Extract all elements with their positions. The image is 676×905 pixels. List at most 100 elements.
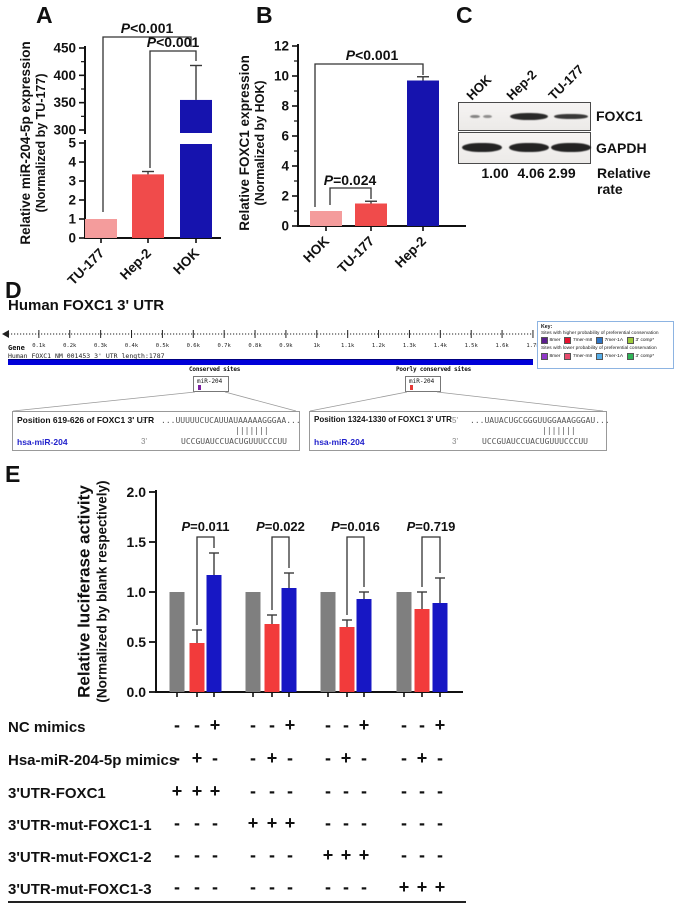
panel-c-letter: C <box>456 2 473 28</box>
key-item-7mer-m8: 7mer-m8 <box>564 353 592 361</box>
matrix-sign: + <box>284 813 296 833</box>
ruler-tick-label: 1.7k <box>526 343 540 349</box>
conserved-site-box: miR-204 <box>193 376 229 392</box>
matrix-sign: + <box>209 715 221 735</box>
matrix-row-label: 3'UTR-mut-FOXC1-1 <box>8 817 152 834</box>
y-tick-label: 2 <box>281 189 289 204</box>
y-tick-label: 2.0 <box>127 484 147 500</box>
bar-group3-gray <box>320 592 336 692</box>
matrix-sign: - <box>361 748 367 768</box>
pvalue-label: P<0.001 <box>346 47 399 63</box>
matrix-sign: - <box>194 813 200 833</box>
matrix-sign: + <box>209 781 221 801</box>
matrix-sign: + <box>284 715 296 735</box>
bar-group2-red <box>264 624 280 692</box>
matrix-sign: + <box>434 715 446 735</box>
panel-a-letter: A <box>36 2 53 28</box>
matrix-sign: - <box>437 845 443 865</box>
bar-Hep-2 <box>132 174 164 238</box>
y-tick-label: 2 <box>68 193 76 208</box>
matrix-sign: + <box>266 813 278 833</box>
bar-group2-blue <box>281 588 297 692</box>
matrix-sign: - <box>212 877 218 897</box>
key-item-label: 7mer-m8 <box>572 337 593 343</box>
bottom-rule <box>8 901 466 903</box>
y-tick-label: 4 <box>68 155 76 170</box>
panel-e-ylabel-line2: (Normalized by blank respectively) <box>94 480 110 703</box>
key-higher-items: 8mer 7mer-m8 7mer-1A 3' comp* <box>541 337 670 345</box>
significance-bracket <box>314 63 424 207</box>
panel-d-title: Human FOXC1 3' UTR <box>8 297 165 314</box>
key-item-7mer-m8: 7mer-m8 <box>564 337 593 345</box>
gene-caption: Gene <box>8 344 25 352</box>
site1-mirna-seq: UCCGUAUCCUACUGUUUCCCUU <box>181 437 287 446</box>
site1-utr-seq: ...UUUUUCUCAUUAUAAAAAGGGAA... <box>161 416 301 425</box>
matrix-sign: - <box>174 748 180 768</box>
key-item-label: 7mer-1A <box>604 337 624 343</box>
key-lower-label: Sites with lower probability of preferen… <box>541 346 657 352</box>
ruler-arrow <box>2 330 9 338</box>
bar-HOK-upper <box>180 99 212 133</box>
utr-ruler: 0.1k 0.2k 0.3k 0.4k 0.5k 0.6k 0.7k 0.8k 0.9k 1k 1.… <box>2 330 540 349</box>
matrix-sign: - <box>250 748 256 768</box>
key-swatch <box>541 337 548 345</box>
pvalue-label: P=0.022 <box>256 519 305 534</box>
panel-d-letter: D <box>5 277 22 303</box>
x-category-label: Hep-2 <box>392 234 429 271</box>
ruler-tick-label: 1k <box>313 343 320 349</box>
rate-caption: Relative rate <box>597 165 651 197</box>
matrix-sign: - <box>343 877 349 897</box>
matrix-sign: - <box>269 877 275 897</box>
site2-position: Position 1324-1330 of FOXC1 3' UTR <box>314 415 452 424</box>
site2-mirna-name: hsa-miR-204 <box>314 437 365 447</box>
pvalue-label: P=0.011 <box>181 519 229 534</box>
matrix-sign: - <box>361 813 367 833</box>
binding-site-box-2: Position 1324-1330 of FOXC1 3' UTR 5' ..… <box>309 411 610 451</box>
bar-group1-gray <box>169 592 185 692</box>
matrix-sign: - <box>325 715 331 735</box>
site2-mirna-seq: UCCGUAUCCUACUGUUUCCCUU <box>482 437 588 446</box>
conserved-sites-label: Conserved sites <box>189 366 241 373</box>
matrix-sign: + <box>171 781 183 801</box>
matrix-sign: - <box>361 781 367 801</box>
key-item-3' comp*: 3' comp* <box>627 353 654 361</box>
ruler-tick-label: 0.2k <box>63 343 77 349</box>
panel-b-chart: 0 2 4 6 8 10 12 HOK TU-177 Hep-2 P=0.024 P<0.001 <box>274 39 466 276</box>
matrix-sign: - <box>287 845 293 865</box>
ruler-tick-label: 0.3k <box>94 343 108 349</box>
matrix-sign: + <box>358 845 370 865</box>
lane-label-Hep-2: Hep-2 <box>503 66 540 103</box>
y-tick-label: 10 <box>274 69 289 84</box>
matrix-row-label: 3'UTR-mut-FOXC1-3 <box>8 881 152 898</box>
matrix-sign: - <box>269 845 275 865</box>
matrix-sign: - <box>212 845 218 865</box>
x-category-label: HOK <box>170 245 202 277</box>
ruler-tick-label: 1.1k <box>341 343 355 349</box>
significance-bracket <box>149 50 197 168</box>
gapdh-blot-label: GAPDH <box>596 140 647 156</box>
key-item-label: 8mer <box>549 353 561 359</box>
matrix-sign: - <box>401 715 407 735</box>
matrix-sign: - <box>419 845 425 865</box>
y-tick-label: 5 <box>68 136 76 151</box>
key-swatch <box>596 353 604 361</box>
panel-a-ylabel: Relative miR-204-5p expression (Normaliz… <box>18 8 48 278</box>
ruler-tick-label: 0.7k <box>218 343 232 349</box>
rate-value-hep2: 4.06 <box>517 165 545 181</box>
matrix-sign: - <box>401 813 407 833</box>
matrix-sign: + <box>358 715 370 735</box>
matrix-sign: + <box>266 748 278 768</box>
y-tick-label: 1.5 <box>127 534 147 550</box>
site1-5prime: 5' <box>141 416 147 425</box>
matrix-sign: - <box>174 845 180 865</box>
matrix-sign: - <box>194 845 200 865</box>
key-swatch <box>564 337 572 345</box>
rate-value-hok: 1.00 <box>481 165 509 181</box>
matrix-sign: - <box>174 877 180 897</box>
panel-a-ylabel-line2: (Normalized by TU-177) <box>33 73 48 213</box>
ruler-tick-label: 1.4k <box>434 343 448 349</box>
y-tick-label: 0.5 <box>127 634 147 650</box>
foxc1-blot <box>458 102 591 131</box>
matrix-row-label: Hsa-miR-204-5p mimics <box>8 752 178 769</box>
bar-group4-red <box>414 609 430 692</box>
